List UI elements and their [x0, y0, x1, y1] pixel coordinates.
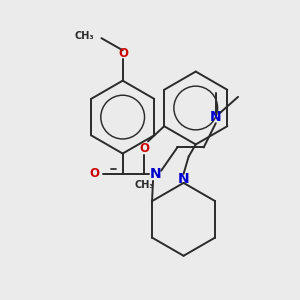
Text: O: O: [118, 47, 128, 60]
Text: N: N: [178, 172, 189, 186]
Text: CH₃: CH₃: [75, 31, 94, 41]
Text: N: N: [210, 110, 222, 124]
Text: O: O: [89, 167, 99, 180]
Text: N: N: [150, 167, 161, 181]
Text: O: O: [139, 142, 149, 155]
Text: CH₃: CH₃: [134, 180, 154, 190]
